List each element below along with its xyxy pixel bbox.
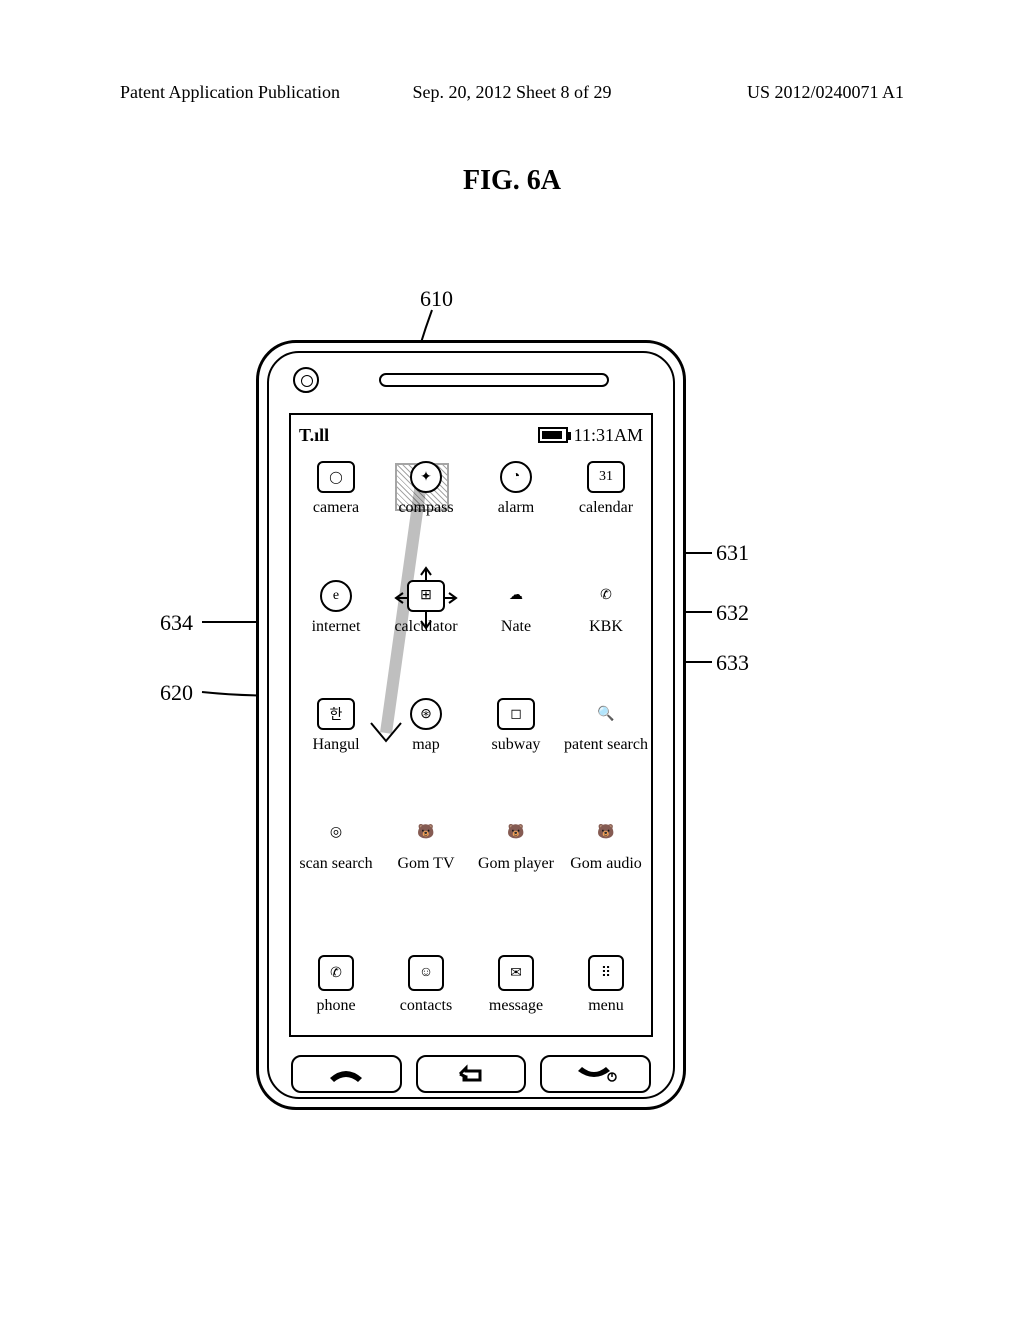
app-alarm[interactable]: ◔ alarm	[471, 461, 561, 570]
app-calendar[interactable]: 31 calendar	[561, 461, 651, 570]
dock-message[interactable]: ✉ message	[471, 955, 561, 1015]
callout-634: 634	[160, 610, 193, 636]
app-label: Gom player	[478, 855, 554, 873]
menu-icon: ⠿	[588, 955, 624, 991]
app-label: Gom TV	[397, 855, 454, 873]
callout-610: 610	[420, 286, 453, 312]
page-header: Patent Application Publication Sep. 20, …	[120, 82, 904, 103]
alarm-icon: ◔	[500, 461, 532, 493]
call-button[interactable]	[291, 1055, 402, 1093]
message-icon: ✉	[498, 955, 534, 991]
kbk-icon: ✆	[587, 580, 625, 612]
signal-icon: T.ıll	[299, 425, 329, 446]
calculator-icon: ⊞	[407, 580, 445, 612]
app-subway[interactable]: ◻ subway	[471, 698, 561, 807]
contacts-icon: ☺	[408, 955, 444, 991]
dock-phone[interactable]: ✆ phone	[291, 955, 381, 1015]
dock-label: contacts	[400, 997, 452, 1015]
app-internet[interactable]: e internet	[291, 580, 381, 689]
app-kbk[interactable]: ✆ KBK	[561, 580, 651, 689]
app-patent-search[interactable]: 🔍 patent search	[561, 698, 651, 807]
compass-icon: ✦	[410, 461, 442, 493]
status-right: 11:31AM	[538, 425, 643, 446]
app-grid: ◯ camera ✦ compass ◔ alarm 31 calendar e inte…	[291, 461, 651, 925]
earpiece	[379, 373, 609, 387]
dock: ✆ phone ☺ contacts ✉ message ⠿ menu	[291, 935, 651, 1035]
calendar-icon: 31	[587, 461, 625, 493]
app-label: Gom audio	[570, 855, 642, 873]
nate-icon: ☁	[497, 580, 535, 612]
app-label: scan search	[299, 855, 372, 873]
header-right: US 2012/0240071 A1	[747, 82, 904, 103]
app-camera[interactable]: ◯ camera	[291, 461, 381, 570]
dock-label: phone	[316, 997, 355, 1015]
app-map[interactable]: ⊛ map	[381, 698, 471, 807]
app-label: Nate	[501, 618, 531, 636]
battery-icon	[538, 427, 568, 443]
app-label: alarm	[498, 499, 534, 517]
app-label: patent search	[564, 736, 648, 754]
app-nate[interactable]: ☁ Nate	[471, 580, 561, 689]
hardware-buttons	[291, 1055, 651, 1093]
map-icon: ⊛	[410, 698, 442, 730]
app-label: compass	[398, 499, 453, 517]
app-label: calculator	[394, 618, 457, 636]
dock-menu[interactable]: ⠿ menu	[561, 955, 651, 1015]
figure-title: FIG. 6A	[463, 165, 561, 197]
front-camera	[293, 367, 319, 393]
app-label: KBK	[589, 618, 623, 636]
search-icon: 🔍	[587, 698, 625, 730]
subway-icon: ◻	[497, 698, 535, 730]
back-icon	[456, 1064, 486, 1084]
app-label: camera	[313, 499, 359, 517]
callout-631: 631	[716, 540, 749, 566]
callout-632: 632	[716, 600, 749, 626]
dock-contacts[interactable]: ☺ contacts	[381, 955, 471, 1015]
internet-icon: e	[320, 580, 352, 612]
app-compass[interactable]: ✦ compass	[381, 461, 471, 570]
app-gom-audio[interactable]: 🐻 Gom audio	[561, 817, 651, 926]
dock-label: message	[489, 997, 543, 1015]
header-left: Patent Application Publication	[120, 82, 340, 103]
back-button[interactable]	[416, 1055, 527, 1093]
time-text: 11:31AM	[574, 425, 643, 446]
scan-icon: ◎	[317, 817, 355, 849]
gomaudio-icon: 🐻	[587, 817, 625, 849]
app-scan-search[interactable]: ◎ scan search	[291, 817, 381, 926]
app-label: subway	[492, 736, 541, 754]
app-label: Hangul	[312, 736, 359, 754]
phone-body: T.ıll 11:31AM ◯ camera	[256, 340, 686, 1110]
phone-icon: ✆	[318, 955, 354, 991]
app-label: map	[412, 736, 440, 754]
app-label: calendar	[579, 499, 633, 517]
callout-620: 620	[160, 680, 193, 706]
app-label: internet	[312, 618, 361, 636]
hangul-icon: 한	[317, 698, 355, 730]
app-gom-player[interactable]: 🐻 Gom player	[471, 817, 561, 926]
header-center: Sep. 20, 2012 Sheet 8 of 29	[413, 82, 612, 103]
app-hangul[interactable]: 한 Hangul	[291, 698, 381, 807]
call-icon	[326, 1066, 366, 1082]
dock-label: menu	[588, 997, 624, 1015]
end-button[interactable]	[540, 1055, 651, 1093]
app-gom-tv[interactable]: 🐻 Gom TV	[381, 817, 471, 926]
screen: T.ıll 11:31AM ◯ camera	[289, 413, 653, 1037]
camera-icon: ◯	[317, 461, 355, 493]
end-icon	[574, 1065, 618, 1083]
gomplayer-icon: 🐻	[497, 817, 535, 849]
gomtv-icon: 🐻	[407, 817, 445, 849]
status-bar: T.ıll 11:31AM	[299, 421, 643, 449]
callout-633: 633	[716, 650, 749, 676]
app-calculator[interactable]: ⊞ calculator	[381, 580, 471, 689]
